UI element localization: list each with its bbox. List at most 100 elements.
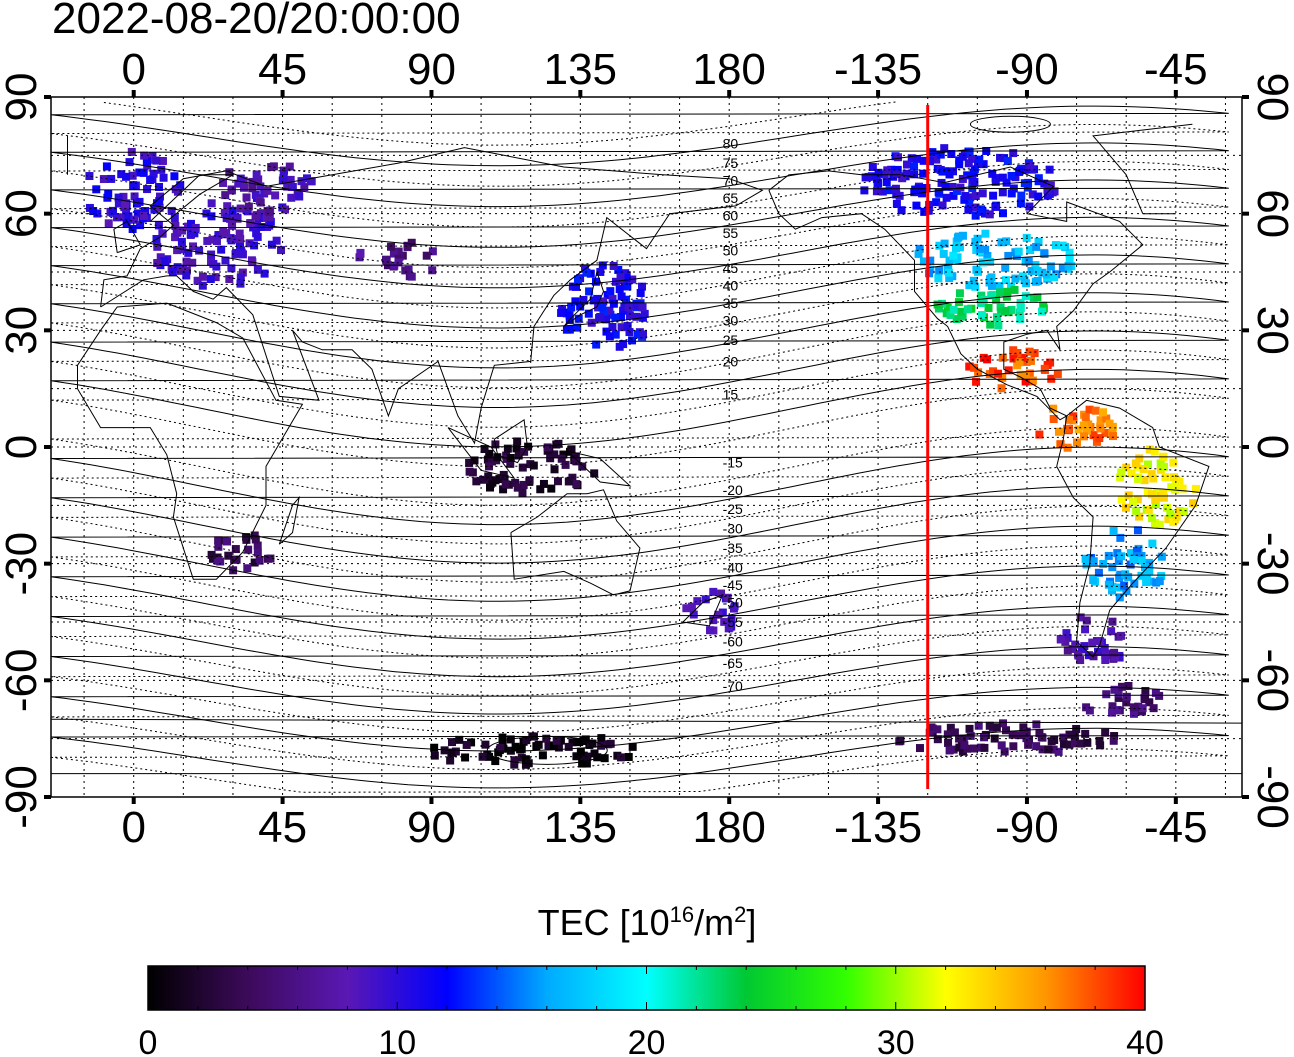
tec-cell bbox=[955, 289, 964, 298]
tec-cell bbox=[1108, 563, 1117, 572]
tec-region bbox=[219, 162, 316, 222]
tec-cell bbox=[225, 274, 234, 283]
tec-cell bbox=[1016, 199, 1025, 208]
tec-cell bbox=[387, 242, 396, 251]
tec-cell bbox=[1089, 431, 1098, 440]
tec-cell bbox=[949, 191, 958, 200]
coastline bbox=[67, 123, 1193, 215]
tec-cell bbox=[616, 273, 625, 282]
tec-cell bbox=[1145, 698, 1154, 707]
contour-label: -15 bbox=[723, 455, 743, 471]
tec-cell bbox=[465, 458, 474, 467]
tec-cell bbox=[214, 536, 223, 545]
tec-cell bbox=[1113, 706, 1122, 715]
latitude-label-right: 60 bbox=[1248, 189, 1294, 238]
tec-cell bbox=[1037, 307, 1046, 316]
contour-label: -25 bbox=[723, 501, 743, 517]
tec-cell bbox=[998, 188, 1007, 197]
magnetic-contour bbox=[51, 124, 1229, 187]
tick-mark bbox=[1242, 328, 1249, 333]
tec-cell bbox=[948, 182, 957, 191]
tec-cell bbox=[596, 313, 605, 322]
tec-cell bbox=[572, 480, 581, 489]
tec-cell bbox=[998, 173, 1007, 182]
tec-cell bbox=[170, 172, 179, 181]
tec-cell bbox=[1151, 500, 1160, 509]
tec-cell bbox=[606, 739, 615, 748]
tec-cell bbox=[977, 311, 986, 320]
tec-cell bbox=[945, 274, 954, 283]
tec-cell bbox=[1095, 736, 1104, 745]
tec-cell bbox=[1008, 730, 1017, 739]
magnetic-contour bbox=[51, 727, 1229, 789]
tec-cell bbox=[590, 749, 599, 758]
tec-cell bbox=[481, 740, 490, 749]
tec-cell bbox=[1124, 572, 1133, 581]
tec-cell bbox=[874, 168, 883, 177]
tec-cell bbox=[992, 313, 1001, 322]
tec-cell bbox=[633, 301, 642, 310]
tec-cell bbox=[484, 472, 493, 481]
tec-cell bbox=[1081, 554, 1090, 563]
tec-cell bbox=[480, 445, 489, 454]
tec-cell bbox=[605, 332, 614, 341]
tec-cell bbox=[1144, 505, 1153, 514]
tec-cell bbox=[1012, 252, 1021, 261]
latitude-label-left: 30 bbox=[0, 306, 46, 355]
contour-label-layer: 8075706560555045403530252015-15-20-25-30… bbox=[723, 136, 743, 695]
tec-cell bbox=[522, 736, 531, 745]
tec-cell bbox=[189, 242, 198, 251]
tec-map: 8075706560555045403530252015-15-20-25-30… bbox=[0, 45, 1294, 852]
magnetic-contour bbox=[51, 545, 1229, 621]
tec-cell bbox=[170, 214, 179, 223]
tec-region bbox=[1082, 682, 1164, 718]
tec-cell bbox=[933, 735, 942, 744]
tec-cell bbox=[1027, 266, 1036, 275]
tec-region bbox=[355, 238, 437, 281]
tec-cell bbox=[914, 249, 923, 258]
tec-cell bbox=[234, 179, 243, 188]
tec-cell bbox=[266, 217, 275, 226]
tec-cell bbox=[892, 170, 901, 179]
tec-cell bbox=[173, 246, 182, 255]
magnetic-contour bbox=[51, 525, 1229, 602]
tec-cell bbox=[567, 303, 576, 312]
tec-region bbox=[682, 587, 739, 635]
tec-cell bbox=[573, 323, 582, 332]
tec-cell bbox=[633, 330, 642, 339]
tec-cell bbox=[892, 199, 901, 208]
tec-cell bbox=[1000, 747, 1009, 756]
tec-cell bbox=[1001, 307, 1010, 316]
tec-cell bbox=[872, 187, 881, 196]
tec-cell bbox=[122, 219, 131, 228]
tec-cell bbox=[1172, 512, 1181, 521]
tick-mark bbox=[44, 95, 51, 99]
tec-cell bbox=[996, 288, 1005, 297]
tec-cell bbox=[140, 151, 149, 160]
contour-label: 20 bbox=[723, 353, 739, 369]
tec-cell bbox=[1037, 733, 1046, 742]
tec-cell bbox=[1004, 366, 1013, 375]
tick-mark bbox=[131, 797, 136, 804]
tec-cell bbox=[611, 313, 620, 322]
tec-cell bbox=[529, 461, 538, 470]
tec-cell bbox=[965, 199, 974, 208]
tec-cell bbox=[934, 274, 943, 283]
tec-cell bbox=[135, 168, 144, 177]
tec-cell bbox=[104, 189, 113, 198]
tec-cell bbox=[592, 340, 601, 349]
tec-cell bbox=[223, 537, 232, 546]
tec-cell bbox=[254, 175, 263, 184]
tec-cell bbox=[1017, 191, 1026, 200]
tec-cell bbox=[1180, 507, 1189, 516]
tec-cell bbox=[1049, 404, 1058, 413]
tec-cell bbox=[563, 308, 572, 317]
tec-cell bbox=[1099, 408, 1108, 417]
tec-cell bbox=[184, 248, 193, 257]
tec-cell bbox=[1089, 576, 1098, 585]
tec-cell bbox=[256, 182, 265, 191]
tec-cell bbox=[198, 281, 207, 290]
tick-mark bbox=[1242, 445, 1249, 449]
tec-region bbox=[1081, 526, 1166, 602]
tec-cell bbox=[495, 475, 504, 484]
